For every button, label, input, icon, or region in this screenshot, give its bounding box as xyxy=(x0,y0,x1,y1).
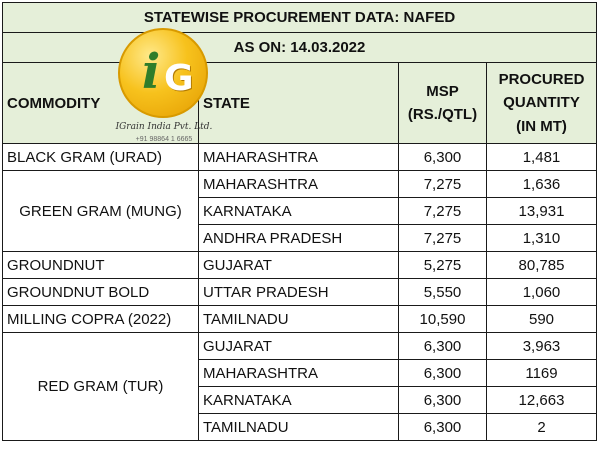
table-row: MILLING COPRA (2022) TAMILNADU 10,590 59… xyxy=(2,305,597,333)
msp-cell: 7,275 xyxy=(398,197,487,225)
quantity-cell: 13,931 xyxy=(486,197,597,225)
state-cell: MAHARASHTRA xyxy=(198,359,399,387)
igrain-logo: i G IGrain India Pvt. Ltd. +91 98864 1 6… xyxy=(112,28,216,152)
quantity-cell: 80,785 xyxy=(486,251,597,279)
table-row: TAMILNADU 6,300 2 xyxy=(3,413,597,441)
msp-cell: 7,275 xyxy=(398,224,487,252)
quantity-cell: 12,663 xyxy=(486,386,597,414)
state-cell: KARNATAKA xyxy=(198,197,399,225)
state-cell: MAHARASHTRA xyxy=(198,170,399,198)
header-quantity: PROCURED QUANTITY (IN MT) xyxy=(486,62,597,144)
msp-cell: 7,275 xyxy=(398,170,487,198)
msp-cell: 10,590 xyxy=(398,305,487,333)
quantity-cell: 1,481 xyxy=(486,143,597,171)
as-on-date: AS ON: 14.03.2022 xyxy=(2,32,597,63)
msp-cell: 6,300 xyxy=(398,143,487,171)
logo-letter-g: G xyxy=(164,58,194,99)
table-row: KARNATAKA 7,275 13,931 xyxy=(3,197,597,225)
table-row: KARNATAKA 6,300 12,663 xyxy=(3,386,597,414)
state-cell: GUJARAT xyxy=(198,251,399,279)
msp-cell: 6,300 xyxy=(398,386,487,414)
msp-cell: 6,300 xyxy=(398,332,487,360)
state-cell: ANDHRA PRADESH xyxy=(198,224,399,252)
msp-cell: 5,275 xyxy=(398,251,487,279)
logo-badge-icon: i G xyxy=(118,28,208,118)
quantity-cell: 1,060 xyxy=(486,278,597,306)
commodity-cell: GROUNDNUT BOLD xyxy=(2,278,199,306)
state-cell: TAMILNADU xyxy=(198,305,399,333)
msp-cell: 6,300 xyxy=(398,413,487,441)
header-row: COMMODITY STATE MSP (RS./QTL) PROCURED Q… xyxy=(2,62,597,144)
msp-cell: 6,300 xyxy=(398,359,487,387)
quantity-cell: 1,310 xyxy=(486,224,597,252)
header-qty-line1: PROCURED xyxy=(498,71,585,89)
table-row: MAHARASHTRA 6,300 1169 xyxy=(3,359,597,387)
header-qty-line2: QUANTITY xyxy=(503,94,580,112)
quantity-cell: 1,636 xyxy=(486,170,597,198)
table-row: ANDHRA PRADESH 7,275 1,310 xyxy=(3,224,597,252)
state-cell: KARNATAKA xyxy=(198,386,399,414)
table-title: STATEWISE PROCUREMENT DATA: NAFED xyxy=(2,2,597,33)
commodity-cell: GROUNDNUT xyxy=(2,251,199,279)
commodity-cell: MILLING COPRA (2022) xyxy=(2,305,199,333)
procurement-table: STATEWISE PROCUREMENT DATA: NAFED AS ON:… xyxy=(2,2,597,441)
state-cell: GUJARAT xyxy=(198,332,399,360)
table-row: GROUNDNUT BOLD UTTAR PRADESH 5,550 1,060 xyxy=(2,278,597,306)
table-row: RED GRAM (TUR) GUJARAT 6,300 3,963 xyxy=(2,332,597,441)
header-msp-line1: MSP xyxy=(426,82,459,100)
header-msp: MSP (RS./QTL) xyxy=(398,62,487,144)
header-qty-line3: (IN MT) xyxy=(516,117,567,135)
logo-phone: +91 98864 1 6665 xyxy=(135,136,193,143)
quantity-cell: 2 xyxy=(486,413,597,441)
header-state: STATE xyxy=(198,62,399,144)
logo-company-name: IGrain India Pvt. Ltd. xyxy=(115,122,213,132)
logo-letter-i: i xyxy=(142,44,161,100)
state-cell: UTTAR PRADESH xyxy=(198,278,399,306)
title-row: STATEWISE PROCUREMENT DATA: NAFED xyxy=(2,2,597,33)
quantity-cell: 1169 xyxy=(486,359,597,387)
state-cell: TAMILNADU xyxy=(198,413,399,441)
table-row: GREEN GRAM (MUNG) MAHARASHTRA 7,275 1,63… xyxy=(2,170,597,252)
header-msp-line2: (RS./QTL) xyxy=(407,106,478,123)
msp-cell: 5,550 xyxy=(398,278,487,306)
commodity-cell: GREEN GRAM (MUNG) xyxy=(2,170,199,252)
date-row: AS ON: 14.03.2022 xyxy=(2,32,597,63)
quantity-cell: 3,963 xyxy=(486,332,597,360)
commodity-cell: RED GRAM (TUR) xyxy=(2,332,199,441)
state-cell: MAHARASHTRA xyxy=(198,143,399,171)
table-row: GROUNDNUT GUJARAT 5,275 80,785 xyxy=(2,251,597,279)
quantity-cell: 590 xyxy=(486,305,597,333)
commodity-cell: BLACK GRAM (URAD) xyxy=(2,143,199,171)
table-row: BLACK GRAM (URAD) MAHARASHTRA 6,300 1,48… xyxy=(2,143,597,171)
